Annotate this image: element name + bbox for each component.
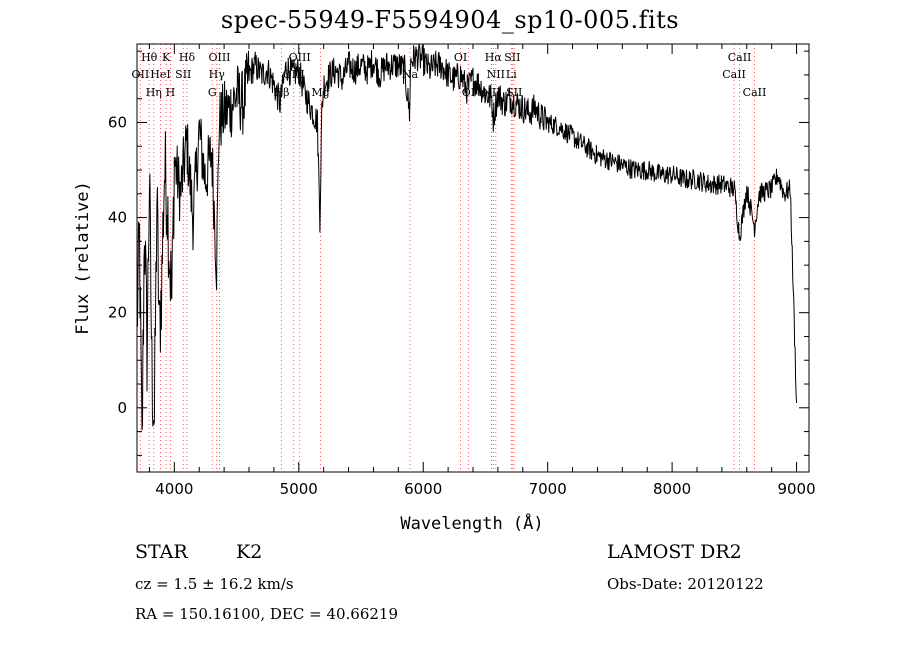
x-tick-label: 8000 [653,480,691,498]
line-label-G: G [208,86,217,99]
line-label-K: K [162,51,171,64]
line-label-CaII: CaII [728,51,752,64]
object-class: STAR [135,541,188,563]
spectral-line-markers [139,44,755,472]
line-label-H: H [166,86,176,99]
x-tick-label: 5000 [280,480,318,498]
y-axis-ticks: 0 20 40 60 [108,50,809,456]
x-axis-ticks: 4000 5000 6000 7000 8000 9000 [148,44,816,498]
y-tick-label: 40 [108,209,127,227]
survey-name: LAMOST DR2 [607,541,742,563]
x-tick-label: 9000 [777,480,815,498]
observation-date: Obs-Date: 20120122 [607,575,764,593]
y-tick-label: 60 [108,113,127,131]
y-axis-label: Flux (relative) [73,181,93,335]
line-label-CaII: CaII [722,68,746,81]
redshift-velocity: cz = 1.5 ± 16.2 km/s [135,575,294,593]
x-tick-label: 6000 [404,480,442,498]
line-label-SII: SII [175,68,191,81]
line-label-Hη: Hη [146,86,162,99]
line-label-Hθ: Hθ [141,51,158,64]
line-label-OI: OI [454,51,467,64]
line-label-CaII: CaII [743,86,767,99]
line-label-NII: NII [487,68,505,81]
y-tick-label: 20 [108,304,127,322]
line-label-OIII: OIII [208,51,230,64]
object-subclass: K2 [236,541,263,563]
line-label-HeI: HeI [150,68,170,81]
line-label-Hα: Hα [485,51,503,64]
line-label-Li: Li [506,68,517,81]
coordinates: RA = 150.16100, DEC = 40.66219 [135,605,399,623]
x-tick-label: 7000 [529,480,567,498]
plot-frame [136,43,810,473]
x-tick-label: 4000 [155,480,193,498]
line-label-Hδ: Hδ [179,51,196,64]
spectrum-line [136,43,798,431]
line-label-SII: SII [504,51,520,64]
x-axis-label: Wavelength (Å) [400,512,543,534]
y-tick-label: 0 [117,399,127,417]
line-label-Hγ: Hγ [209,68,226,81]
chart-title: spec-55949-F5594904_sp10-005.fits [220,6,680,34]
